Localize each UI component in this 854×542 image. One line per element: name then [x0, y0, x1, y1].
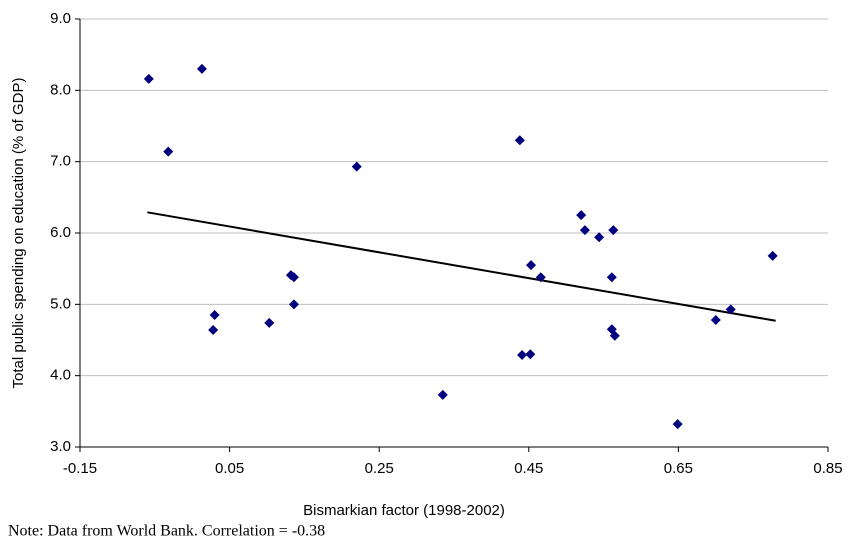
data-point	[209, 310, 220, 321]
y-tick-label: 3.0	[50, 438, 71, 455]
data-point	[526, 260, 537, 271]
data-point	[710, 315, 721, 326]
data-point	[594, 232, 605, 243]
x-tick-label: 0.45	[514, 460, 543, 477]
y-tick-label: 9.0	[50, 10, 71, 27]
x-tick-label: -0.15	[63, 460, 97, 477]
y-tick-label: 6.0	[50, 224, 71, 241]
x-tick-label: 0.85	[813, 460, 842, 477]
data-point	[514, 135, 525, 146]
data-point	[288, 299, 299, 310]
data-point	[609, 330, 620, 341]
y-tick-label: 5.0	[50, 295, 71, 312]
data-point	[196, 63, 207, 74]
data-point	[163, 146, 174, 157]
data-point	[264, 317, 275, 328]
data-point	[437, 389, 448, 400]
data-point	[767, 250, 778, 261]
y-tick-label: 4.0	[50, 367, 71, 384]
data-point	[208, 325, 219, 336]
x-tick-label: 0.05	[215, 460, 244, 477]
trend-line	[147, 211, 776, 322]
data-point	[288, 272, 299, 283]
data-point	[576, 210, 587, 221]
data-point	[517, 349, 528, 360]
data-point	[579, 225, 590, 236]
x-tick-label: 0.25	[365, 460, 394, 477]
note: Note: Data from World Bank. Correlation …	[8, 523, 325, 540]
x-tick-label: 0.65	[664, 460, 693, 477]
data-point	[535, 272, 546, 283]
data-point	[606, 272, 617, 283]
data-point	[143, 73, 154, 84]
data-point	[672, 419, 683, 430]
y-tick-label: 7.0	[50, 153, 71, 170]
y-axis-label: Total public spending on education (% of…	[10, 77, 27, 388]
data-point	[351, 161, 362, 172]
x-axis-label: Bismarkian factor (1998-2002)	[303, 502, 505, 519]
data-point	[725, 304, 736, 315]
data-point	[608, 225, 619, 236]
y-tick-label: 8.0	[50, 81, 71, 98]
data-point	[525, 349, 536, 360]
